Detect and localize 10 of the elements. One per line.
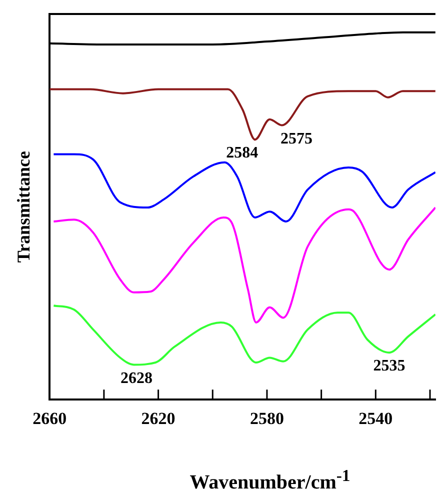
y-axis-title: Transmittance — [13, 150, 34, 263]
x-axis-title: Wavenumber/cm$^{-1}$ — [188, 466, 352, 495]
annotation: 2575 — [280, 130, 313, 148]
annotation: 2535 — [373, 358, 406, 375]
x-tick-label: 2660 — [32, 409, 67, 428]
annotation: 2628 — [120, 370, 153, 387]
x-tick-label: 2620 — [141, 409, 176, 428]
annotation: 2584 — [226, 144, 258, 162]
x-tick-label: 2580 — [250, 409, 284, 428]
x-tick-label: 2540 — [358, 409, 393, 428]
